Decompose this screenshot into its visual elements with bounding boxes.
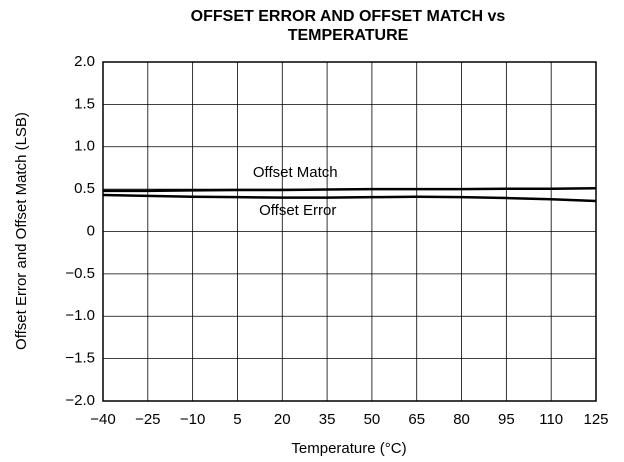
x-tick-label: 125 xyxy=(583,411,608,428)
series-line xyxy=(102,193,597,203)
plot-frame xyxy=(102,61,597,402)
chart-title: OFFSET ERROR AND OFFSET MATCH vs xyxy=(191,8,506,25)
y-tick-label: −1.0 xyxy=(65,307,95,324)
y-tick-label: 0 xyxy=(87,222,95,239)
y-tick-label: 1.0 xyxy=(74,138,95,155)
x-tick-label: −10 xyxy=(180,411,205,428)
x-tick-label: 20 xyxy=(274,411,291,428)
x-tick-label: −40 xyxy=(90,411,115,428)
x-tick-label: −25 xyxy=(135,411,160,428)
y-tick-label: 0.5 xyxy=(74,180,95,197)
x-tick-label: 35 xyxy=(319,411,336,428)
series-label: Offset Match xyxy=(253,164,338,181)
y-axis-label: Offset Error and Offset Match (LSB) xyxy=(13,112,30,350)
x-tick-label: 65 xyxy=(408,411,425,428)
x-tick-label: 110 xyxy=(539,411,563,428)
series-label: Offset Error xyxy=(259,202,336,219)
y-tick-label: −0.5 xyxy=(65,265,95,282)
y-tick-label: −2.0 xyxy=(65,392,95,409)
chart-title: TEMPERATURE xyxy=(288,27,409,44)
x-tick-label: 5 xyxy=(233,411,241,428)
series-line xyxy=(103,187,597,193)
x-tick-label: 95 xyxy=(498,411,515,428)
y-tick-label: 1.5 xyxy=(74,95,95,112)
y-tick-label: −1.5 xyxy=(65,350,95,367)
x-tick-label: 50 xyxy=(364,411,381,428)
x-axis-label: Temperature (°C) xyxy=(291,440,406,457)
x-tick-label: 80 xyxy=(453,411,470,428)
y-tick-label: 2.0 xyxy=(74,53,95,70)
